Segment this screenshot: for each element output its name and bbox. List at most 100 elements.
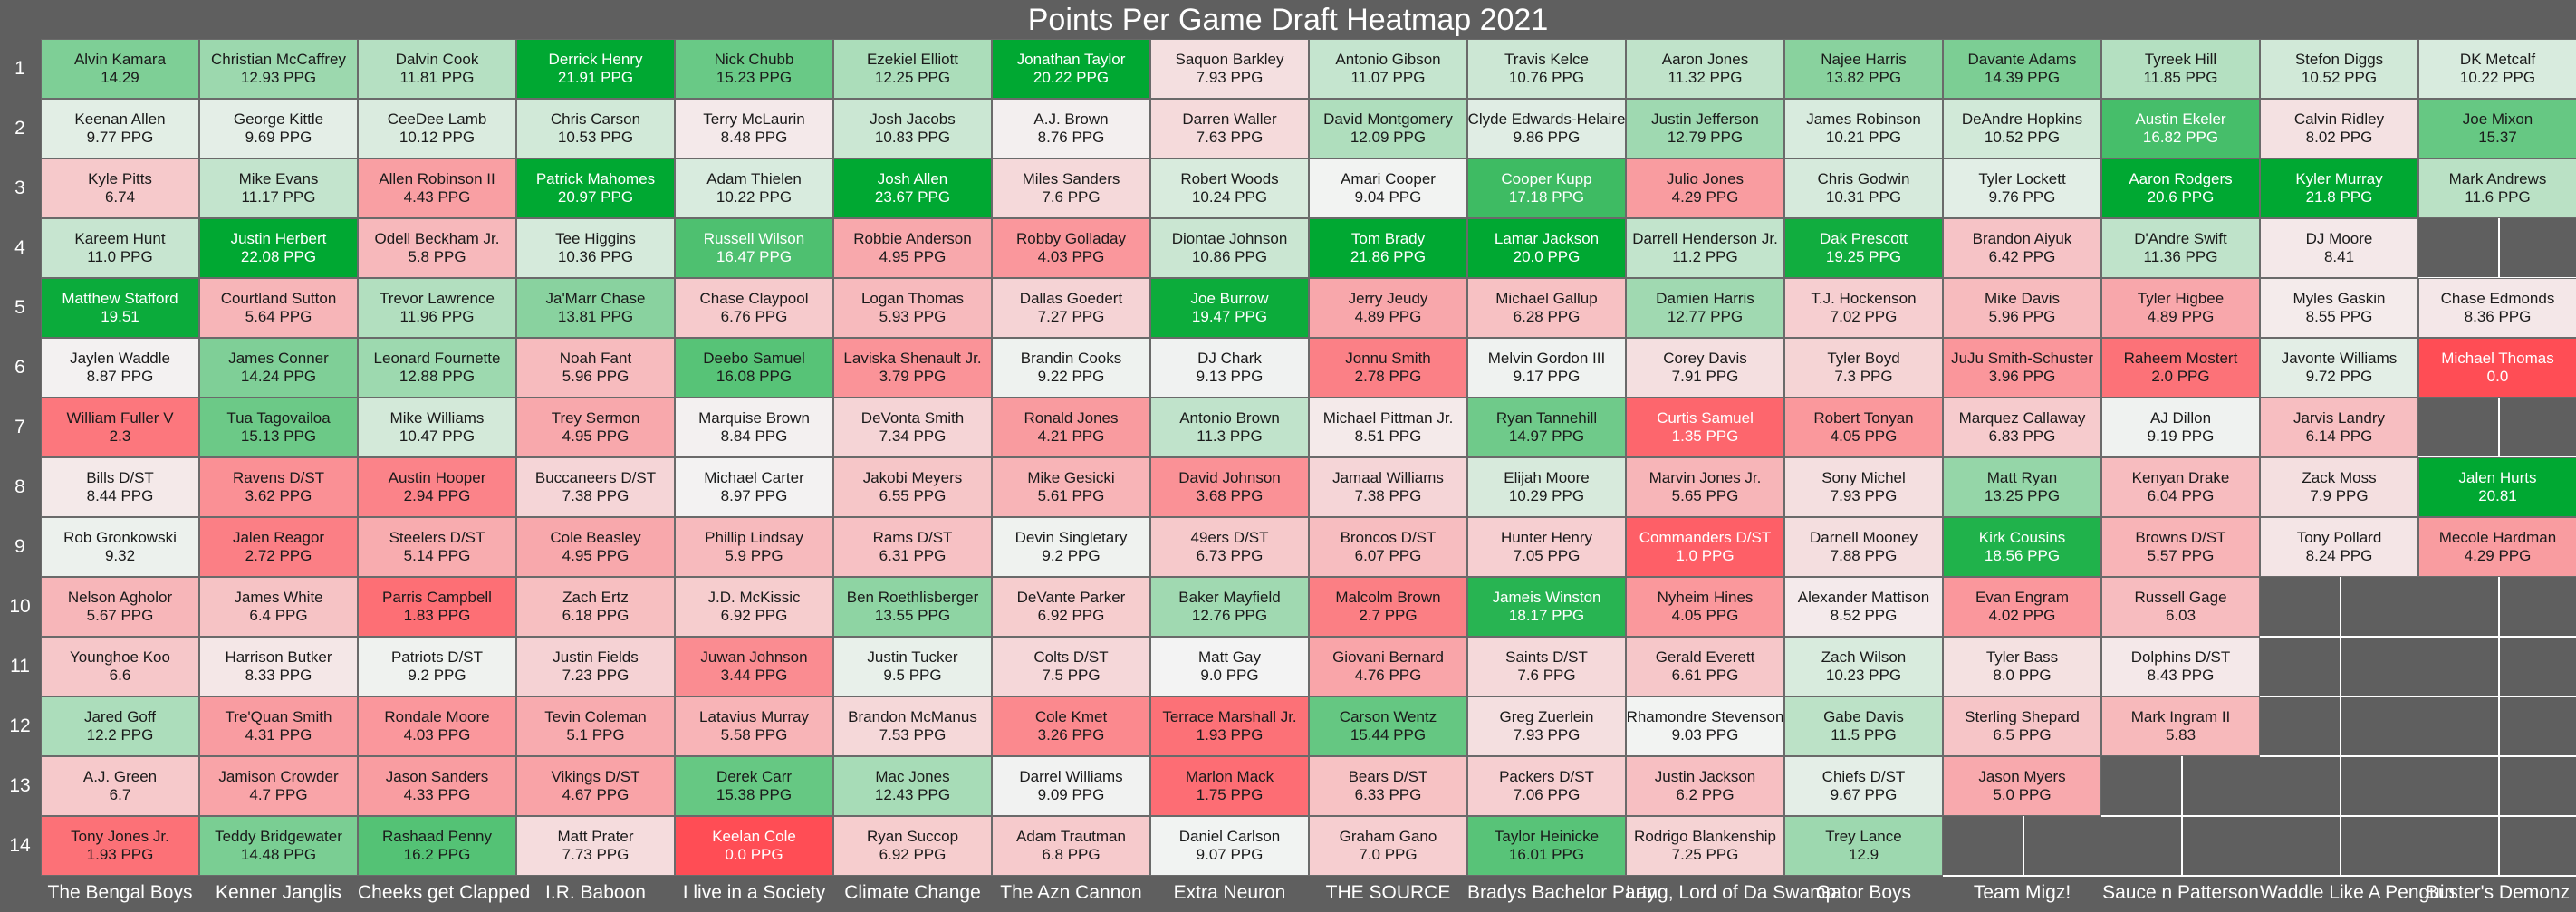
heatmap-cell: Hunter Henry 7.05 PPG xyxy=(1467,517,1626,577)
ppg-value: 19.51 xyxy=(101,308,139,325)
heatmap-cell: DeAndre Hopkins 10.52 PPG xyxy=(1943,99,2101,158)
heatmap-cell: Daniel Carlson 9.07 PPG xyxy=(1150,816,1309,876)
ppg-value: 12.2 PPG xyxy=(86,726,154,744)
grid-line xyxy=(2497,577,2500,637)
player-name: A.J. Green xyxy=(82,768,158,785)
player-name: Jakobi Meyers xyxy=(862,469,963,486)
ppg-value: 21.86 PPG xyxy=(1350,248,1427,265)
player-name: Carson Wentz xyxy=(1339,708,1437,725)
heatmap-cell: Jonathan Taylor 20.22 PPG xyxy=(992,39,1150,99)
heatmap-cell: Jason Myers 5.0 PPG xyxy=(1943,756,2101,816)
heatmap-cell: Cole Beasley 4.95 PPG xyxy=(516,517,675,577)
heatmap-cell: Devin Singletary 9.2 PPG xyxy=(992,517,1150,577)
player-name: Darrell Henderson Jr. xyxy=(1632,230,1778,247)
heatmap-cell: Lamar Jackson 20.0 PPG xyxy=(1467,218,1626,278)
ppg-value: 23.67 PPG xyxy=(874,188,951,206)
player-name: Mike Gesicki xyxy=(1027,469,1115,486)
ppg-value: 6.55 PPG xyxy=(879,487,947,504)
player-name: Darrel Williams xyxy=(1019,768,1123,785)
ppg-value: 7.63 PPG xyxy=(1196,129,1264,146)
player-name: James Robinson xyxy=(1806,110,1921,128)
ppg-value: 11.85 PPG xyxy=(2143,69,2218,86)
ppg-value: 11.81 PPG xyxy=(399,69,475,86)
ppg-value: 6.6 xyxy=(109,667,131,684)
player-name: Zach Ertz xyxy=(562,589,629,606)
ppg-value: 14.97 PPG xyxy=(1508,427,1585,445)
player-name: Colts D/ST xyxy=(1033,648,1109,666)
heatmap-cell: Robby Golladay 4.03 PPG xyxy=(992,218,1150,278)
heatmap-cell: CeeDee Lamb 10.12 PPG xyxy=(358,99,516,158)
grid-line xyxy=(2180,756,2183,816)
grid-line xyxy=(2497,637,2500,696)
player-name: A.J. Brown xyxy=(1033,110,1109,128)
player-name: Commanders D/ST xyxy=(1639,529,1772,546)
heatmap-cell: Curtis Samuel 1.35 PPG xyxy=(1626,398,1784,457)
heatmap-cell: Najee Harris 13.82 PPG xyxy=(1784,39,1943,99)
heatmap-cell: Julio Jones 4.29 PPG xyxy=(1626,158,1784,218)
player-name: Chase Claypool xyxy=(699,290,809,307)
player-name: Robert Tonyan xyxy=(1813,409,1914,427)
ppg-value: 6.61 PPG xyxy=(1671,667,1739,684)
heatmap-cell: Saints D/ST 7.6 PPG xyxy=(1467,637,1626,696)
ppg-value: 6.07 PPG xyxy=(1354,547,1422,564)
player-name: Dalvin Cook xyxy=(395,51,479,68)
player-name: Saints D/ST xyxy=(1505,648,1588,666)
heatmap-cell: Chase Claypool 6.76 PPG xyxy=(675,278,833,338)
player-name: DK Metcalf xyxy=(2459,51,2536,68)
player-name: Dolphins D/ST xyxy=(2130,648,2231,666)
team-label: Lang, Lord of Da Swamp xyxy=(1626,882,1837,903)
player-name: Jamaal Williams xyxy=(1332,469,1444,486)
heatmap-cell: Kyle Pitts 6.74 xyxy=(41,158,199,218)
heatmap-cell: Leonard Fournette 12.88 PPG xyxy=(358,338,516,398)
heatmap-cell: Tyler Higbee 4.89 PPG xyxy=(2101,278,2260,338)
player-name: George Kittle xyxy=(233,110,324,128)
heatmap-cell: Travis Kelce 10.76 PPG xyxy=(1467,39,1626,99)
ppg-value: 7.3 PPG xyxy=(1834,368,1893,385)
grid-line xyxy=(2101,875,2260,877)
heatmap-cell: DK Metcalf 10.22 PPG xyxy=(2418,39,2576,99)
player-name: Juwan Johnson xyxy=(700,648,808,666)
heatmap-cell: James Robinson 10.21 PPG xyxy=(1784,99,1943,158)
row-label: 13 xyxy=(9,775,31,796)
ppg-value: 10.47 PPG xyxy=(399,427,476,445)
player-name: Robby Golladay xyxy=(1016,230,1126,247)
player-name: Brandon Aiyuk xyxy=(1972,230,2072,247)
player-name: Brandin Cooks xyxy=(1020,350,1122,367)
heatmap-cell: Laviska Shenault Jr. 3.79 PPG xyxy=(833,338,992,398)
player-name: Elijah Moore xyxy=(1504,469,1590,486)
ppg-value: 8.97 PPG xyxy=(720,487,788,504)
player-name: Tony Pollard xyxy=(2296,529,2382,546)
ppg-value: 7.06 PPG xyxy=(1513,786,1581,803)
heatmap-cell: Jarvis Landry 6.14 PPG xyxy=(2260,398,2418,457)
heatmap-cell: Graham Gano 7.0 PPG xyxy=(1309,816,1467,876)
player-name: Jerry Jeudy xyxy=(1348,290,1428,307)
player-name: Allen Robinson II xyxy=(379,170,495,187)
ppg-value: 6.8 PPG xyxy=(1042,846,1101,863)
player-name: Josh Allen xyxy=(877,170,948,187)
ppg-value: 6.33 PPG xyxy=(1354,786,1422,803)
heatmap-cell: Trey Lance 12.9 xyxy=(1784,816,1943,876)
ppg-value: 11.07 PPG xyxy=(1350,69,1426,86)
heatmap-cell: Derrick Henry 21.91 PPG xyxy=(516,39,675,99)
player-name: Julio Jones xyxy=(1666,170,1745,187)
player-name: Matt Prater xyxy=(557,828,634,845)
player-name: Tom Brady xyxy=(1350,230,1426,247)
heatmap-cell: Carson Wentz 15.44 PPG xyxy=(1309,696,1467,756)
heatmap-cell: Robert Woods 10.24 PPG xyxy=(1150,158,1309,218)
heatmap-cell: Ravens D/ST 3.62 PPG xyxy=(199,457,358,517)
player-name: Kenyan Drake xyxy=(2131,469,2230,486)
player-name: Patrick Mahomes xyxy=(535,170,656,187)
ppg-value: 12.88 PPG xyxy=(399,368,476,385)
heatmap-cell: Greg Zuerlein 7.93 PPG xyxy=(1467,696,1626,756)
heatmap-cell: Terrace Marshall Jr. 1.93 PPG xyxy=(1150,696,1309,756)
heatmap-cell: Matt Prater 7.73 PPG xyxy=(516,816,675,876)
player-name: Antonio Gibson xyxy=(1335,51,1441,68)
ppg-value: 10.21 PPG xyxy=(1825,129,1902,146)
heatmap-cell: Myles Gaskin 8.55 PPG xyxy=(2260,278,2418,338)
heatmap-cell: Tom Brady 21.86 PPG xyxy=(1309,218,1467,278)
ppg-value: 20.0 PPG xyxy=(1513,248,1581,265)
heatmap-cell: Jalen Reagor 2.72 PPG xyxy=(199,517,358,577)
ppg-value: 21.8 PPG xyxy=(2305,188,2373,206)
ppg-value: 6.92 PPG xyxy=(1037,607,1105,624)
ppg-value: 10.52 PPG xyxy=(2301,69,2378,86)
